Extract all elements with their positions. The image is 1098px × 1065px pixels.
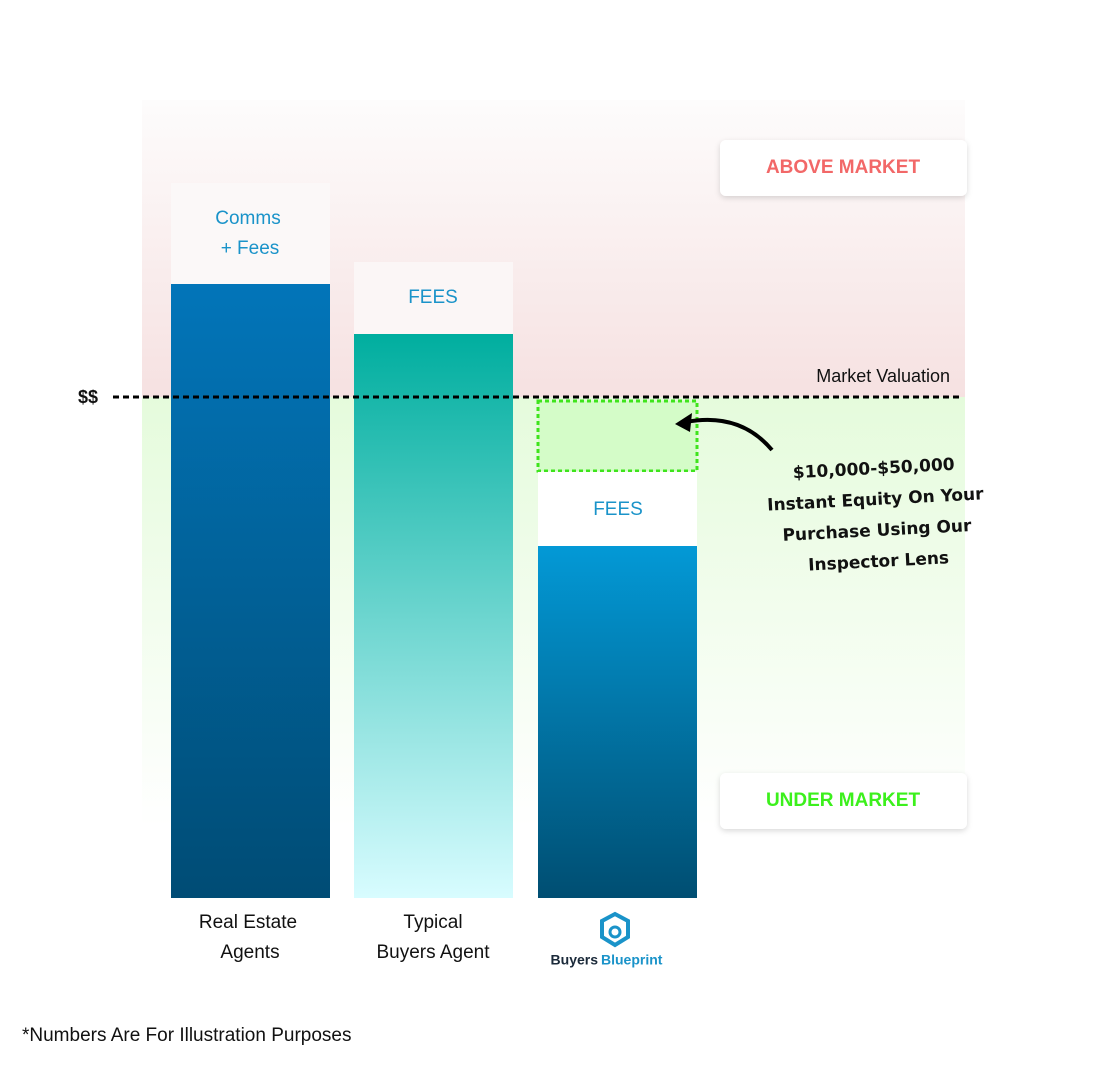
under-label: UNDER MARKET (766, 790, 921, 811)
above-box (720, 140, 967, 196)
bar (354, 334, 513, 898)
arrow (685, 417, 774, 452)
bar (538, 546, 697, 898)
market-label: Market Valuation (816, 366, 950, 386)
bar-label: Buyers Agent (376, 942, 490, 963)
footnote: *Numbers Are For Illustration Purposes (22, 1025, 351, 1046)
cap-text: FEES (593, 499, 643, 520)
cap-text: + Fees (221, 238, 280, 259)
bar-label: Real Estate (199, 912, 297, 933)
market-symbol: $$ (78, 387, 98, 407)
logo-icon (600, 911, 630, 948)
above-label: ABOVE MARKET (766, 157, 921, 178)
bar-cap (538, 472, 697, 546)
logo-text: Blueprint (601, 952, 663, 968)
bar-label: Agents (220, 942, 279, 963)
arrow-head (675, 413, 692, 432)
cap-text: Comms (215, 208, 280, 229)
bar-label: Typical (403, 912, 462, 933)
bar-cap (171, 183, 330, 284)
bar (171, 284, 330, 898)
logo-text: Buyers (551, 952, 599, 968)
cap-text: FEES (408, 287, 458, 308)
equity-box (536, 399, 699, 473)
bar-cap (354, 262, 513, 334)
under-box (720, 773, 967, 829)
